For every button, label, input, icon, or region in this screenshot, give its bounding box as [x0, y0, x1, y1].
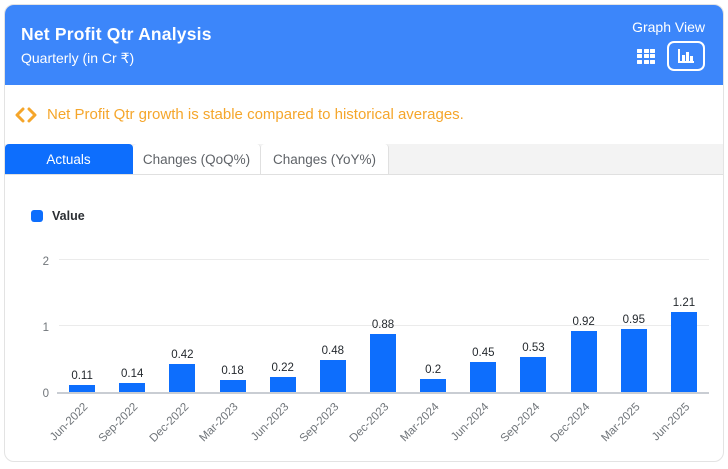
bar-column: 0.88 — [358, 319, 408, 392]
table-view-icon[interactable] — [637, 48, 655, 64]
bar-column: 0.42 — [157, 349, 207, 392]
bar-value-label: 0.2 — [425, 363, 442, 376]
tab-bar: Actuals Changes (QoQ%) Changes (YoY%) — [5, 144, 723, 175]
gridline — [59, 325, 709, 326]
y-axis-tick-label: 1 — [42, 322, 49, 334]
bar-column: 0.18 — [207, 365, 257, 392]
bar[interactable] — [420, 378, 447, 392]
x-axis-column: Dec-2023 — [348, 394, 408, 454]
bar-value-label: 0.88 — [371, 318, 395, 331]
x-axis-tick-label: Jun-2022 — [48, 401, 91, 444]
chart-legend[interactable]: Value — [31, 207, 709, 224]
code-chevrons-icon — [15, 107, 39, 123]
bar-value-label: 0.95 — [622, 314, 645, 327]
bar-column: 1.21 — [659, 297, 709, 392]
bar-column: 0.2 — [408, 364, 458, 392]
bar[interactable] — [269, 377, 296, 392]
bar-column: 0.11 — [57, 370, 107, 392]
bar[interactable] — [470, 362, 497, 392]
bar-column: 0.95 — [609, 314, 659, 392]
gridline — [59, 259, 709, 260]
bar-value-label: 0.48 — [321, 345, 345, 358]
bar[interactable] — [370, 333, 397, 392]
bar-value-label: 0.18 — [221, 365, 244, 378]
x-axis-column: Mar-2024 — [398, 394, 458, 454]
tab-actuals[interactable]: Actuals — [5, 144, 133, 174]
x-axis-column: Jun-2023 — [249, 394, 308, 454]
bar-column: 0.53 — [508, 342, 558, 392]
bar-column: 0.45 — [458, 347, 508, 392]
net-profit-card: Net Profit Qtr Analysis Quarterly (in Cr… — [4, 4, 724, 462]
x-axis-column: Mar-2025 — [599, 394, 659, 454]
x-axis-column: Sep-2024 — [498, 394, 558, 454]
bar[interactable] — [670, 312, 697, 392]
bar[interactable] — [520, 357, 547, 392]
bar-column: 0.14 — [107, 368, 157, 392]
header-right: Graph View — [632, 19, 705, 71]
bar-value-label: 0.11 — [71, 369, 93, 382]
bar[interactable] — [119, 382, 146, 392]
tab-changes-yoy[interactable]: Changes (YoY%) — [261, 144, 389, 174]
page-subtitle: Quarterly (in Cr ₹) — [21, 49, 135, 66]
x-axis-column: Sep-2022 — [97, 394, 157, 454]
y-axis-tick-label: 2 — [42, 256, 49, 268]
bar-value-label: 0.14 — [121, 367, 144, 380]
x-axis-column: Dec-2024 — [548, 394, 609, 454]
bar[interactable] — [319, 360, 346, 392]
x-axis-column: Mar-2023 — [198, 394, 257, 454]
view-mode-label: Graph View — [632, 19, 705, 35]
bar-value-label: 0.22 — [271, 362, 294, 375]
bar-value-label: 1.21 — [672, 297, 696, 310]
legend-label: Value — [52, 208, 85, 223]
bar[interactable] — [620, 329, 647, 392]
bar[interactable] — [69, 384, 96, 392]
bar[interactable] — [219, 380, 246, 392]
x-axis-column: Jun-2022 — [48, 394, 107, 454]
card-header: Net Profit Qtr Analysis Quarterly (in Cr… — [5, 5, 723, 85]
bar[interactable] — [570, 331, 597, 392]
bar-value-label: 0.42 — [171, 349, 194, 362]
x-axis-column: Sep-2023 — [298, 394, 358, 454]
plot-area: 0.11 0.14 0.42 0.18 0.22 0.48 0.88 0.2 0.45 0.53 0… — [57, 259, 709, 394]
insight-text: Net Profit Qtr growth is stable compared… — [47, 106, 464, 123]
legend-swatch — [31, 209, 43, 222]
bar-column: 0.48 — [308, 345, 358, 392]
page-title: Net Profit Qtr Analysis — [21, 23, 212, 44]
insight-banner: Net Profit Qtr growth is stable compared… — [5, 85, 723, 144]
x-axis-column: Jun-2025 — [650, 394, 709, 454]
bar[interactable] — [169, 364, 196, 392]
graph-view-icon[interactable] — [667, 41, 705, 71]
bar-value-label: 0.92 — [572, 316, 595, 329]
tab-changes-qoq[interactable]: Changes (QoQ%) — [133, 144, 261, 174]
view-toggle-icons — [637, 41, 705, 71]
bar-value-label: 0.53 — [522, 342, 545, 355]
bar-column: 0.22 — [258, 362, 308, 392]
x-axis-labels: Jun-2022 Sep-2022 Dec-2022 Mar-2023 Jun-2023… — [48, 394, 709, 454]
x-axis-column: Dec-2022 — [147, 394, 207, 454]
bar-value-label: 0.45 — [472, 347, 495, 360]
header-text: Net Profit Qtr Analysis Quarterly (in Cr… — [21, 24, 212, 67]
x-axis-column: Jun-2024 — [449, 394, 508, 454]
y-axis-tick-label: 0 — [42, 388, 49, 400]
y-axis: 0 1 2 — [31, 256, 57, 400]
bar-column: 0.92 — [559, 316, 609, 392]
